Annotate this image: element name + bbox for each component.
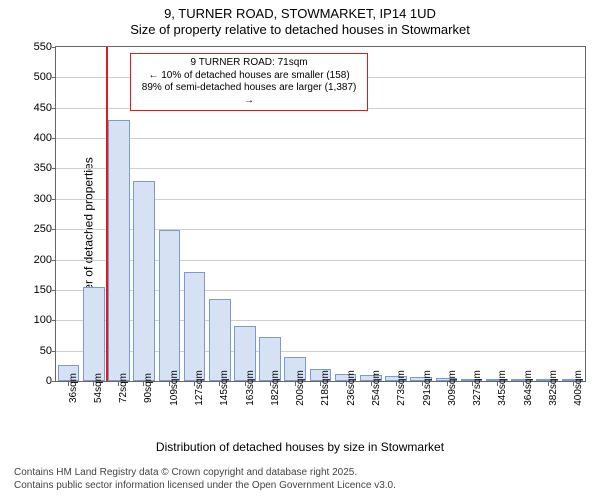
x-tick: 182sqm xyxy=(257,382,282,432)
x-tick-label: 72sqm xyxy=(118,373,129,403)
histogram-bar xyxy=(184,272,206,381)
info-box-line: 9 TURNER ROAD: 71sqm xyxy=(137,57,361,70)
x-tick: 273sqm xyxy=(384,382,409,432)
x-tick-row: 36sqm54sqm72sqm90sqm109sqm127sqm145sqm16… xyxy=(55,382,586,432)
y-tick-label: 550 xyxy=(34,41,52,53)
x-tick-label: 200sqm xyxy=(295,370,306,406)
bar-column xyxy=(434,47,459,381)
y-tick-label: 200 xyxy=(34,254,52,266)
x-tick-label: 345sqm xyxy=(497,370,508,406)
y-tick-label: 400 xyxy=(34,132,52,144)
x-tick: 400sqm xyxy=(561,382,586,432)
x-tick: 291sqm xyxy=(409,382,434,432)
x-tick-label: 400sqm xyxy=(573,370,584,406)
x-tick-label: 127sqm xyxy=(194,370,205,406)
x-tick: 382sqm xyxy=(535,382,560,432)
property-marker-line xyxy=(106,47,108,381)
x-tick: 36sqm xyxy=(55,382,80,432)
y-tick-label: 350 xyxy=(34,162,52,174)
bar-column xyxy=(509,47,534,381)
bar-column xyxy=(409,47,434,381)
histogram-bar xyxy=(133,181,155,381)
info-box-line: 89% of semi-detached houses are larger (… xyxy=(137,82,361,107)
x-tick: 345sqm xyxy=(485,382,510,432)
x-tick-label: 90sqm xyxy=(143,373,154,403)
x-tick: 145sqm xyxy=(207,382,232,432)
chart-title-block: 9, TURNER ROAD, STOWMARKET, IP14 1UD Siz… xyxy=(0,0,600,37)
chart-area: Number of detached properties 0501001502… xyxy=(0,42,600,438)
bar-column xyxy=(106,47,131,381)
histogram-bar xyxy=(108,120,130,381)
plot-region: 0501001502002503003504004505005509 TURNE… xyxy=(55,46,586,382)
attribution-footer: Contains HM Land Registry data © Crown c… xyxy=(14,466,396,492)
y-tick-label: 100 xyxy=(34,314,52,326)
title-line-1: 9, TURNER ROAD, STOWMARKET, IP14 1UD xyxy=(0,6,600,22)
x-tick: 72sqm xyxy=(106,382,131,432)
x-tick: 236sqm xyxy=(333,382,358,432)
footer-line-1: Contains HM Land Registry data © Crown c… xyxy=(14,466,396,479)
x-tick-label: 291sqm xyxy=(422,370,433,406)
x-tick-label: 54sqm xyxy=(93,373,104,403)
x-tick-label: 254sqm xyxy=(371,370,382,406)
histogram-bar xyxy=(159,230,181,381)
title-line-2: Size of property relative to detached ho… xyxy=(0,22,600,38)
x-tick-label: 109sqm xyxy=(169,370,180,406)
y-tick-label: 150 xyxy=(34,284,52,296)
x-tick: 54sqm xyxy=(80,382,105,432)
x-tick-label: 364sqm xyxy=(523,370,534,406)
bar-column xyxy=(535,47,560,381)
x-tick: 90sqm xyxy=(131,382,156,432)
x-tick-label: 145sqm xyxy=(219,370,230,406)
x-tick-label: 163sqm xyxy=(245,370,256,406)
bar-column xyxy=(459,47,484,381)
x-tick-label: 36sqm xyxy=(68,373,79,403)
x-tick: 200sqm xyxy=(283,382,308,432)
x-axis-label: Distribution of detached houses by size … xyxy=(0,440,600,454)
bar-column xyxy=(560,47,585,381)
x-tick: 309sqm xyxy=(434,382,459,432)
info-box-line: ← 10% of detached houses are smaller (15… xyxy=(137,70,361,83)
x-tick: 109sqm xyxy=(156,382,181,432)
bar-column xyxy=(383,47,408,381)
x-tick-label: 236sqm xyxy=(346,370,357,406)
x-tick: 218sqm xyxy=(308,382,333,432)
y-tick-label: 250 xyxy=(34,223,52,235)
x-tick-label: 382sqm xyxy=(548,370,559,406)
footer-line-2: Contains public sector information licen… xyxy=(14,479,396,492)
y-tick-label: 500 xyxy=(34,71,52,83)
x-tick: 163sqm xyxy=(232,382,257,432)
bar-column xyxy=(56,47,81,381)
x-tick: 127sqm xyxy=(181,382,206,432)
x-tick-label: 273sqm xyxy=(396,370,407,406)
bar-column xyxy=(81,47,106,381)
histogram-bar xyxy=(209,299,231,381)
x-tick-label: 182sqm xyxy=(270,370,281,406)
bar-column xyxy=(484,47,509,381)
x-tick-label: 309sqm xyxy=(447,370,458,406)
x-tick: 254sqm xyxy=(358,382,383,432)
x-tick: 327sqm xyxy=(460,382,485,432)
x-tick-label: 327sqm xyxy=(472,370,483,406)
histogram-bar xyxy=(83,287,105,381)
y-tick-label: 450 xyxy=(34,102,52,114)
x-tick-label: 218sqm xyxy=(320,370,331,406)
y-tick-label: 50 xyxy=(40,345,52,357)
x-tick: 364sqm xyxy=(510,382,535,432)
property-info-box: 9 TURNER ROAD: 71sqm← 10% of detached ho… xyxy=(130,53,368,111)
y-tick-label: 300 xyxy=(34,193,52,205)
